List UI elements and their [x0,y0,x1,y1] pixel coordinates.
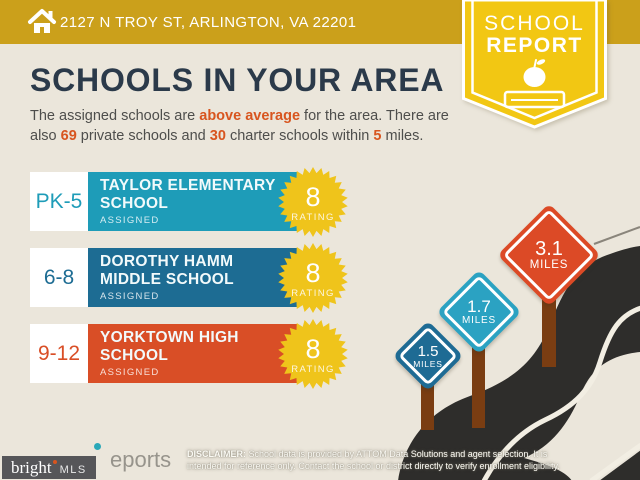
road-corner-stripe [589,442,640,480]
grade-range: PK-5 [30,172,88,231]
school-status: ASSIGNED [100,366,160,378]
sign-distance-value: 3.1 [535,238,563,260]
bright-mls-logo: bright MLS [2,456,96,479]
school-status: ASSIGNED [100,290,160,302]
road-corner [600,450,640,480]
grade-range: 9-12 [30,324,88,383]
grade-range: 6-8 [30,248,88,307]
intro-segment: also [30,128,61,144]
badge-line1: SCHOOL [484,12,585,35]
ghost-logo-dot [94,443,101,450]
home-icon [28,9,56,33]
horizon-line [593,226,640,245]
sign-distance-unit: MILES [529,259,569,271]
intro-highlight: 69 [60,128,77,144]
school-bar: TAYLOR ELEMENTARY SCHOOL ASSIGNED [88,172,298,231]
ghost-logo-text: eports [110,447,172,472]
intro-segment: for the area. There are [300,108,449,124]
distance-sign-3: 3.1 MILES [497,203,601,307]
school-name: TAYLOR ELEMENTARY SCHOOL [100,177,276,212]
bright-logo-text: bright [11,458,52,477]
rating-value: 8 [305,181,321,212]
intro-text: The assigned schools are above average f… [30,106,478,146]
badge-line2: REPORT [486,34,583,57]
school-name: YORKTOWN HIGH SCHOOL [100,329,239,364]
intro-segment: The assigned schools are [30,108,200,124]
mls-logo-text: MLS [59,464,87,476]
road-surface [398,246,640,480]
school-name: DOROTHY HAMM MIDDLE SCHOOL [100,253,234,288]
page-title: SCHOOLS IN YOUR AREA [30,62,445,98]
intro-highlight: 30 [209,128,226,144]
bright-logo-spark-icon [52,460,57,464]
school-status: ASSIGNED [100,214,160,226]
distance-sign-2: 1.7 MILES [435,268,523,356]
school-row-high: 9-12 YORKTOWN HIGH SCHOOL ASSIGNED 8 RAT… [30,319,348,389]
intro-segment: miles. [381,128,424,144]
property-address: 2127 N TROY ST, ARLINGTON, VA 22201 [60,13,357,31]
school-report-badge: SCHOOL REPORT [462,0,607,129]
intro-segment: private schools and [76,128,210,144]
school-row-middle: 6-8 DOROTHY HAMM MIDDLE SCHOOL ASSIGNED … [30,243,348,313]
road-stripe [481,305,640,480]
school-list: PK-5 TAYLOR ELEMENTARY SCHOOL ASSIGNED 8… [30,167,348,400]
sign-distance-unit: MILES [413,358,443,369]
intro-highlight: above average [199,108,301,124]
rating-value: 8 [305,333,321,364]
intro-highlight: 5 [373,128,382,144]
sign-distance-unit: MILES [461,315,496,326]
school-row-elementary: PK-5 TAYLOR ELEMENTARY SCHOOL ASSIGNED 8… [30,167,348,237]
disclaimer: DISCLAIMER: School data is provided by A… [187,449,584,472]
school-bar: YORKTOWN HIGH SCHOOL ASSIGNED [88,324,298,383]
sign-distance-value: 1.5 [417,342,439,360]
rating-label: RATING [291,211,335,223]
apple-book-icon [503,59,566,109]
disclaimer-label: DISCLAIMER: [187,449,246,459]
rating-label: RATING [291,363,335,375]
rating-value: 8 [305,257,321,288]
intro-segment: charter schools within [225,128,374,144]
sign-distance-value: 1.7 [467,297,491,316]
rating-label: RATING [291,287,335,299]
disclaimer-text: School data is provided by ATTOM Data So… [187,449,560,471]
school-bar: DOROTHY HAMM MIDDLE SCHOOL ASSIGNED [88,248,298,307]
distance-sign-1: 1.5 MILES [392,320,464,392]
